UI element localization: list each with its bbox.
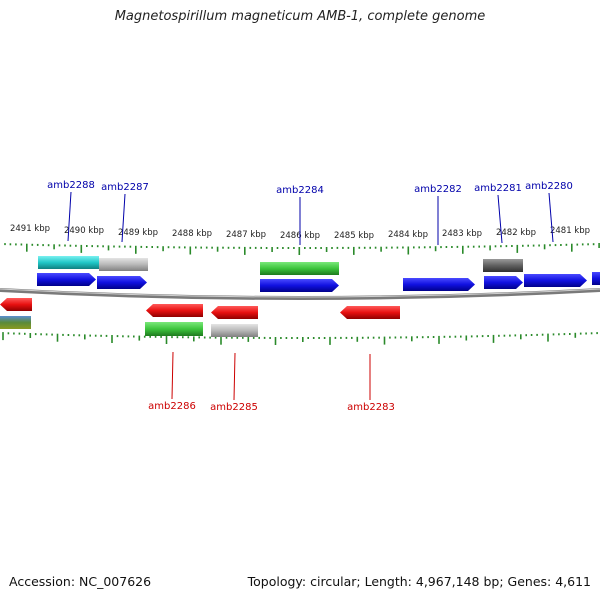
scale-label: 2481 kbp <box>550 226 590 236</box>
leader-line <box>67 191 72 242</box>
gene-label-amb2282[interactable]: amb2282 <box>414 184 462 195</box>
feature-tracks <box>0 256 600 337</box>
gene-label-amb2287[interactable]: amb2287 <box>101 182 149 193</box>
annotation-box-cyan[interactable] <box>38 256 99 269</box>
gene-label-amb2288[interactable]: amb2288 <box>47 180 95 191</box>
leader-line <box>497 194 503 244</box>
annotation-box-olive[interactable] <box>0 316 31 329</box>
gene-partial-right[interactable] <box>592 272 600 285</box>
scale-label: 2490 kbp <box>64 226 104 236</box>
annotation-box-gray-inner[interactable] <box>211 324 258 337</box>
scale-label: 2482 kbp <box>496 228 536 238</box>
gene-amb2286[interactable] <box>146 304 203 317</box>
gene-amb2287[interactable] <box>97 276 147 289</box>
leader-line <box>121 193 126 243</box>
scale-label: 2485 kbp <box>334 231 374 241</box>
scale-labels: 2491 kbp 2490 kbp 2489 kbp 2488 kbp 2487 kbp… <box>10 224 590 241</box>
gene-label-amb2285[interactable]: amb2285 <box>210 402 258 413</box>
gene-amb2281[interactable] <box>484 276 523 289</box>
annotation-box-dark[interactable] <box>483 259 523 272</box>
annotation-box-green-inner[interactable] <box>145 322 203 336</box>
outer-tick-track <box>4 243 600 255</box>
leader-line <box>548 192 554 243</box>
genome-backbone <box>0 288 600 300</box>
gene-labels: amb2288 amb2287 amb2284 amb2282 amb2281 amb22… <box>47 180 573 413</box>
gene-amb2283[interactable] <box>340 306 400 319</box>
gene-amb2282[interactable] <box>403 278 475 291</box>
gene-label-amb2280[interactable]: amb2280 <box>525 181 573 192</box>
topology-text: Topology: circular; Length: 4,967,148 bp… <box>247 574 591 589</box>
map-title: Magnetospirillum magneticum AMB-1, compl… <box>114 9 486 24</box>
scale-label: 2487 kbp <box>226 230 266 240</box>
gene-partial-left[interactable] <box>0 298 32 311</box>
gene-amb2285[interactable] <box>211 306 258 319</box>
scale-label: 2483 kbp <box>442 229 482 239</box>
gene-label-amb2283[interactable]: amb2283 <box>347 402 395 413</box>
leader-line <box>233 352 236 401</box>
gene-label-amb2286[interactable]: amb2286 <box>148 401 196 412</box>
scale-label: 2488 kbp <box>172 229 212 239</box>
gene-amb2284[interactable] <box>260 279 339 292</box>
scale-label: 2489 kbp <box>118 228 158 238</box>
scale-label: 2491 kbp <box>10 224 50 234</box>
gene-amb2280[interactable] <box>524 274 587 287</box>
genome-backbone-highlight <box>0 288 600 298</box>
inner-tick-track <box>2 332 598 345</box>
annotation-box-green[interactable] <box>260 262 339 275</box>
accession-text: Accession: NC_007626 <box>9 574 152 589</box>
scale-label: 2484 kbp <box>388 230 428 240</box>
gene-label-amb2281[interactable]: amb2281 <box>474 183 522 194</box>
gene-amb2288[interactable] <box>37 273 96 286</box>
leader-line <box>171 351 174 400</box>
gene-label-amb2284[interactable]: amb2284 <box>276 185 324 196</box>
annotation-box-gray[interactable] <box>99 258 148 271</box>
